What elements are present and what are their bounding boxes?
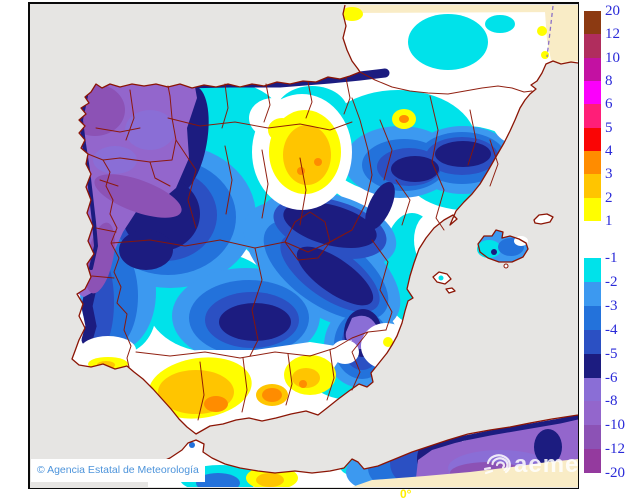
legend-label: -2 bbox=[605, 274, 618, 290]
legend-swatch bbox=[584, 354, 601, 378]
coastlines bbox=[71, 4, 578, 474]
cabrera-island bbox=[504, 264, 508, 268]
legend-swatch bbox=[584, 330, 601, 354]
map-canvas bbox=[30, 4, 578, 488]
legend-label: 8 bbox=[605, 73, 613, 89]
legend-label: -8 bbox=[605, 393, 618, 409]
legend-swatch bbox=[584, 151, 601, 174]
meridian-dashed-line bbox=[546, 5, 554, 58]
legend-swatch bbox=[584, 128, 601, 151]
legend-label: 5 bbox=[605, 120, 613, 136]
region-borders bbox=[87, 5, 554, 421]
legend-swatch bbox=[584, 58, 601, 81]
legend-swatch bbox=[584, 34, 601, 58]
legend-label: -5 bbox=[605, 346, 618, 362]
legend-swatch bbox=[584, 174, 601, 198]
positive-anomaly-warm-patches bbox=[88, 7, 549, 419]
legend-label: 10 bbox=[605, 50, 620, 66]
meridian-label: 0° bbox=[400, 487, 412, 500]
mallorca-island bbox=[477, 229, 529, 263]
legend-swatch bbox=[584, 258, 601, 282]
legend-swatch bbox=[584, 198, 601, 221]
legend-swatch bbox=[584, 81, 601, 104]
legend-swatch bbox=[584, 104, 601, 128]
aemet-logo-icon bbox=[483, 454, 511, 475]
balearic-islands bbox=[432, 213, 554, 294]
legend-label: 2 bbox=[605, 190, 613, 206]
legend-label: -20 bbox=[605, 465, 625, 481]
outside-domain-beige bbox=[296, 5, 578, 63]
legend-swatch bbox=[584, 282, 601, 306]
legend-label: 3 bbox=[605, 166, 613, 182]
menorca-island bbox=[534, 214, 553, 224]
legend-label: 4 bbox=[605, 143, 613, 159]
galicia-purple-region bbox=[72, 70, 379, 350]
legend-label: 20 bbox=[605, 3, 620, 19]
legend-swatch bbox=[584, 11, 601, 34]
legend-swatch bbox=[584, 425, 601, 449]
aemet-watermark: aemet bbox=[483, 451, 588, 479]
legend-label: 1 bbox=[605, 213, 613, 229]
aemet-logo-text: aemet bbox=[514, 451, 589, 478]
legend-swatch bbox=[584, 401, 601, 425]
legend-swatch bbox=[584, 306, 601, 330]
legend-label: -12 bbox=[605, 441, 625, 457]
attribution: © Agencia Estatal de Meteorología bbox=[31, 459, 205, 482]
legend-label: -3 bbox=[605, 298, 618, 314]
legend-label: -1 bbox=[605, 250, 618, 266]
legend-label: 6 bbox=[605, 96, 613, 112]
legend-label: -6 bbox=[605, 370, 618, 386]
legend-label: -4 bbox=[605, 322, 618, 338]
legend-label: -10 bbox=[605, 417, 625, 433]
north-africa-region bbox=[148, 415, 578, 487]
copyright-text: © Agencia Estatal de Meteorología bbox=[37, 464, 199, 476]
legend-label: 12 bbox=[605, 26, 620, 42]
legend-swatch bbox=[584, 378, 601, 401]
